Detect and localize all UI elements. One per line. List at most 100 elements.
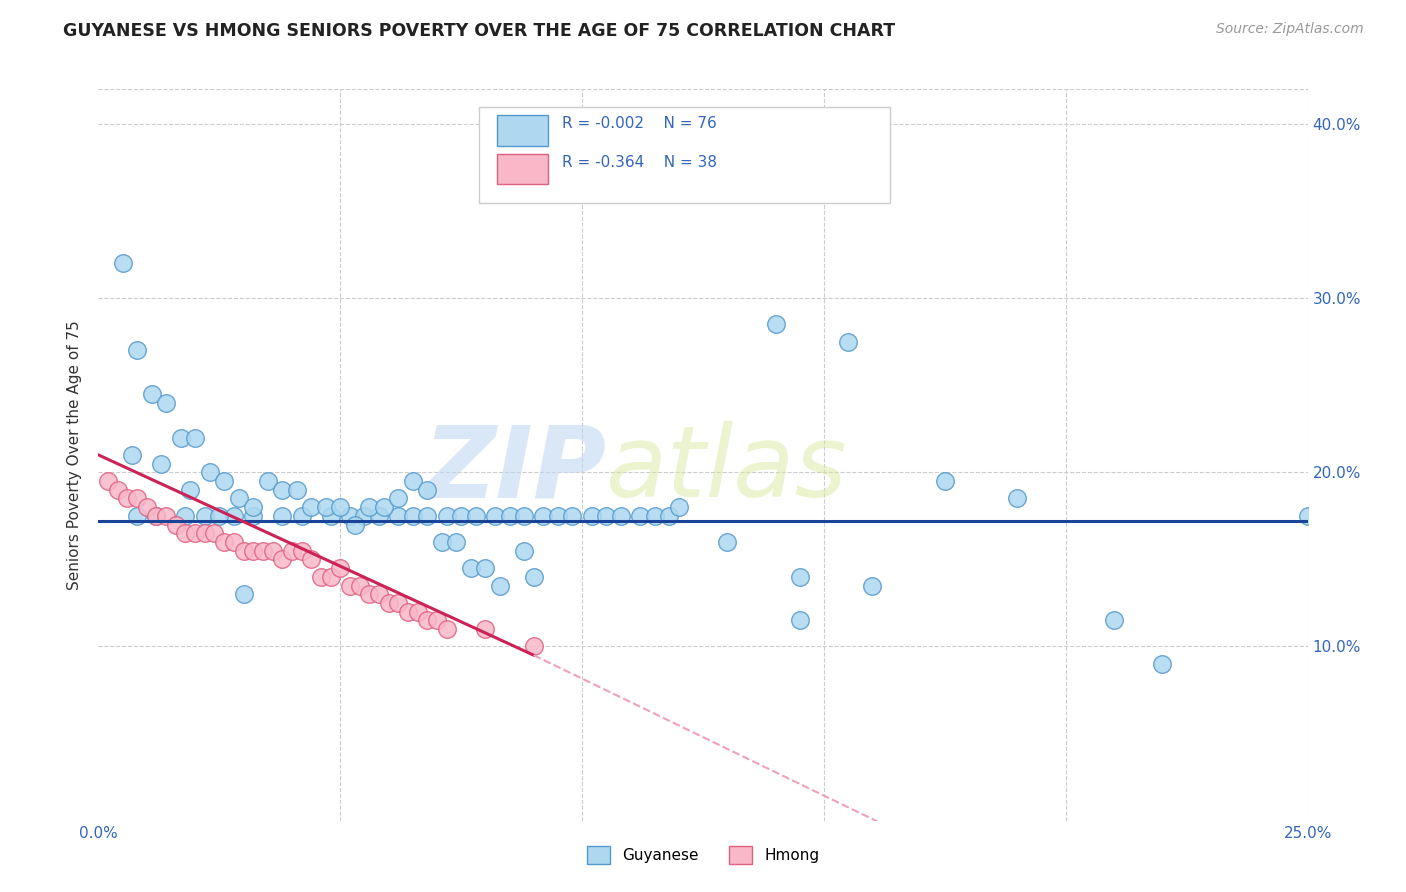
FancyBboxPatch shape <box>498 115 548 145</box>
Point <box>498 508 520 523</box>
Point <box>658 508 681 523</box>
Point <box>860 578 883 592</box>
Point <box>271 508 294 523</box>
Point <box>111 256 134 270</box>
Point <box>127 491 149 506</box>
Point <box>309 570 332 584</box>
Point <box>359 587 381 601</box>
Point <box>934 474 956 488</box>
Point <box>212 474 235 488</box>
Point <box>668 500 690 515</box>
Point <box>523 570 546 584</box>
Point <box>484 508 506 523</box>
Point <box>127 343 149 358</box>
Point <box>208 508 231 523</box>
Point <box>359 500 381 515</box>
Point <box>387 508 409 523</box>
Point <box>765 318 787 332</box>
Point <box>339 508 361 523</box>
Point <box>402 474 425 488</box>
Point <box>204 526 226 541</box>
Point <box>1152 657 1174 671</box>
Point <box>222 508 245 523</box>
Point <box>396 605 419 619</box>
Point <box>155 395 177 409</box>
Point <box>315 500 337 515</box>
Point <box>319 508 342 523</box>
Point <box>368 508 391 523</box>
Point <box>460 561 482 575</box>
Text: ZIP: ZIP <box>423 421 606 518</box>
Point <box>165 517 187 532</box>
Point <box>426 613 449 627</box>
Point <box>837 334 859 349</box>
Point <box>368 587 391 601</box>
Point <box>242 508 264 523</box>
Text: GUYANESE VS HMONG SENIORS POVERTY OVER THE AGE OF 75 CORRELATION CHART: GUYANESE VS HMONG SENIORS POVERTY OVER T… <box>63 22 896 40</box>
Point <box>513 543 536 558</box>
Point <box>610 508 633 523</box>
Point <box>299 500 322 515</box>
Point <box>319 570 342 584</box>
Point <box>179 483 201 497</box>
Point <box>145 508 167 523</box>
Point <box>256 474 278 488</box>
Point <box>228 491 250 506</box>
Point <box>789 570 811 584</box>
Point <box>406 605 429 619</box>
Point <box>155 508 177 523</box>
Point <box>212 535 235 549</box>
Text: R = -0.364    N = 38: R = -0.364 N = 38 <box>561 155 717 170</box>
Point <box>299 552 322 566</box>
Point <box>135 500 157 515</box>
Point <box>474 622 496 636</box>
Point <box>489 578 512 592</box>
Point <box>290 508 312 523</box>
Point <box>329 500 352 515</box>
Point <box>1102 613 1125 627</box>
Point <box>150 457 173 471</box>
Point <box>377 596 399 610</box>
Point <box>184 526 207 541</box>
Point <box>1296 508 1319 523</box>
Point <box>628 508 651 523</box>
Point <box>271 552 294 566</box>
Point <box>194 508 217 523</box>
Point <box>339 578 361 592</box>
Point <box>644 508 666 523</box>
Point <box>464 508 486 523</box>
Point <box>174 526 197 541</box>
Point <box>349 578 371 592</box>
Point <box>194 526 217 541</box>
Point <box>416 508 439 523</box>
Point <box>430 535 453 549</box>
Point <box>474 561 496 575</box>
Point <box>387 596 409 610</box>
Legend: Guyanese, Hmong: Guyanese, Hmong <box>586 846 820 864</box>
Point <box>353 508 375 523</box>
Point <box>290 543 312 558</box>
Point <box>373 500 395 515</box>
Point <box>242 500 264 515</box>
Point <box>436 508 458 523</box>
Point <box>117 491 139 506</box>
Point <box>716 535 738 549</box>
Point <box>242 543 264 558</box>
Point <box>547 508 569 523</box>
FancyBboxPatch shape <box>498 153 548 185</box>
Point <box>174 508 197 523</box>
Point <box>107 483 129 497</box>
FancyBboxPatch shape <box>479 108 890 202</box>
Point <box>450 508 472 523</box>
Point <box>184 430 207 444</box>
Point <box>222 535 245 549</box>
Point <box>127 508 149 523</box>
Text: atlas: atlas <box>606 421 848 518</box>
Point <box>141 387 163 401</box>
Point <box>436 622 458 636</box>
Point <box>285 483 308 497</box>
Point <box>416 483 439 497</box>
Point <box>252 543 274 558</box>
Point <box>402 508 425 523</box>
Point <box>446 535 468 549</box>
